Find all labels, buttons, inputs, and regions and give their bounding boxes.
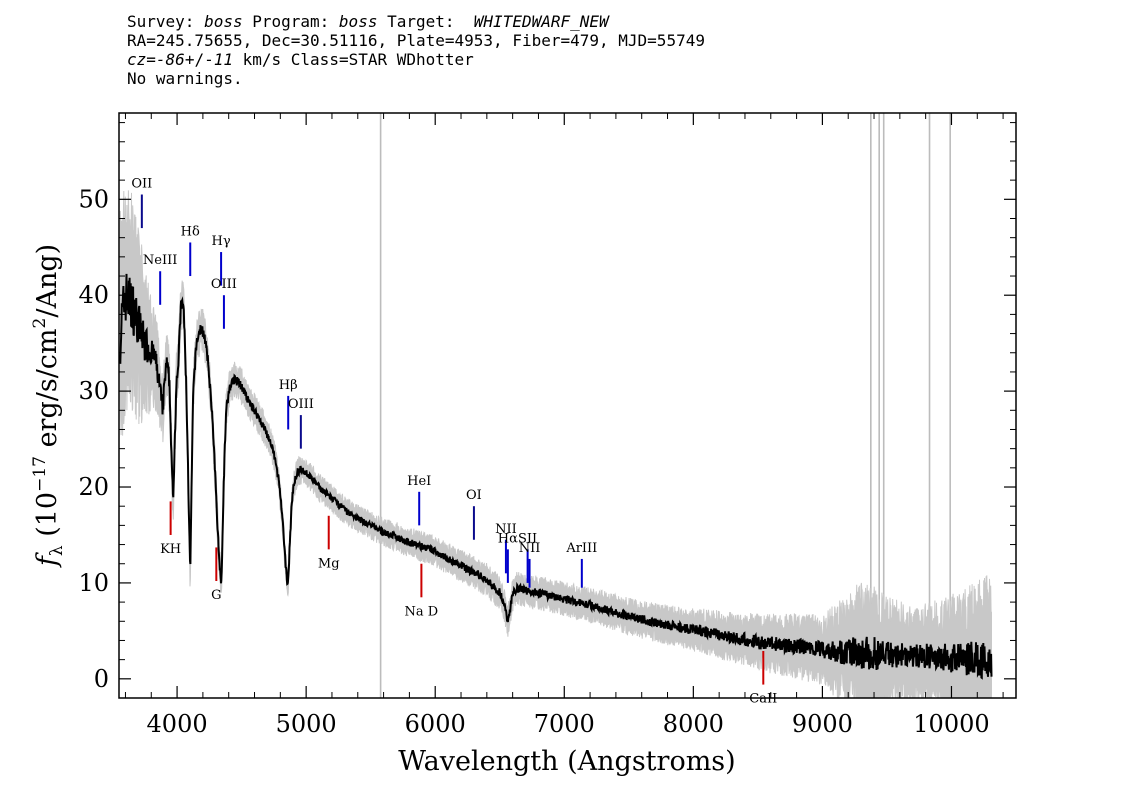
y-axis-label: fλ (10−17 erg/s/cm2/Ang): [30, 244, 67, 568]
line-label: HeI: [407, 474, 431, 489]
y-tick-label: 50: [78, 185, 109, 213]
line-label: G: [211, 588, 221, 603]
x-tick-label: 10000: [913, 710, 989, 738]
line-label: OI: [466, 488, 482, 503]
line-label: Mg: [318, 556, 340, 571]
y-tick-label: 30: [78, 377, 109, 405]
target-value: WHITEDWARF_NEW: [473, 12, 609, 31]
x-axis-label: Wavelength (Angstroms): [398, 746, 735, 777]
x-tick-label: 4000: [147, 710, 208, 738]
header-line-survey: Survey: boss Program: boss Target: WHITE…: [127, 12, 609, 31]
header-line-warnings: No warnings.: [127, 69, 243, 88]
line-label: Hγ: [212, 234, 231, 249]
line-label: NeIII: [143, 253, 177, 268]
header-line-coordinates: RA=245.75655, Dec=30.51116, Plate=4953, …: [127, 31, 705, 50]
line-label: Hβ: [279, 378, 298, 393]
survey-value: boss: [204, 12, 243, 31]
line-label: Hδ: [181, 224, 200, 239]
x-tick-label: 5000: [276, 710, 337, 738]
y-tick-label: 0: [94, 665, 109, 693]
line-label: OIII: [288, 397, 314, 412]
line-label: NII: [495, 522, 517, 537]
x-tick-label: 6000: [405, 710, 466, 738]
y-tick-label: 20: [78, 473, 109, 501]
program-value: boss: [338, 12, 378, 31]
spectrum-header: Survey: boss Program: boss Target: WHITE…: [127, 12, 705, 88]
x-tick-label: 8000: [663, 710, 724, 738]
x-tick-label: 7000: [534, 710, 595, 738]
line-label: SII: [518, 531, 537, 546]
line-label: CaII: [749, 692, 777, 707]
line-label: NII: [519, 541, 541, 556]
line-label: KH: [160, 542, 181, 557]
line-label: OIII: [211, 277, 237, 292]
plot-frame: [118, 112, 1017, 699]
flux-line: [119, 273, 993, 680]
x-tick-label: 9000: [792, 710, 853, 738]
header-line-redshift: cz=-86+/-11 km/s Class=STAR WDhotter: [127, 50, 474, 69]
y-tick-label: 10: [78, 569, 109, 597]
y-tick-label: 40: [78, 281, 109, 309]
axis-ticks: 4000 5000 6000 7000 8000 9000 10000 0 10 20 30 40 50: [78, 113, 1016, 738]
line-label: OII: [131, 177, 152, 192]
line-label: ArIII: [565, 541, 597, 556]
flux-series: [119, 273, 993, 680]
line-label: Na D: [405, 604, 439, 619]
line-label: Hα: [498, 531, 518, 546]
